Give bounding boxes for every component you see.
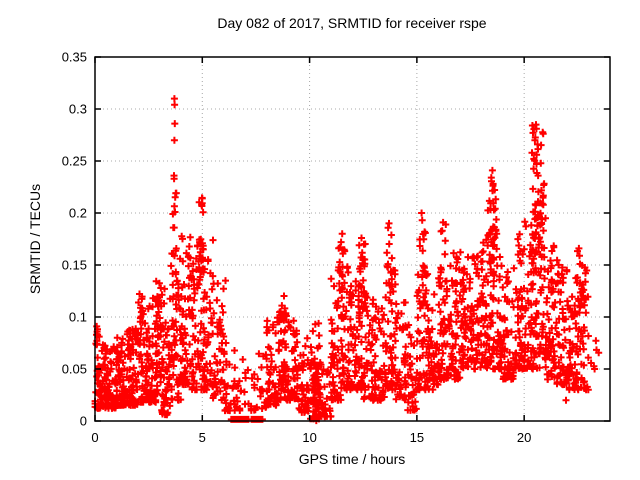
y-tick-label: 0.2 xyxy=(69,206,87,221)
x-tick-label: 5 xyxy=(199,430,206,445)
y-tick-label: 0.15 xyxy=(62,258,87,273)
grid-layer xyxy=(95,57,610,421)
x-tick-label: 10 xyxy=(302,430,316,445)
chart-title: Day 082 of 2017, SRMTID for receiver rsp… xyxy=(217,15,486,31)
axis-layer xyxy=(94,56,611,422)
y-tick-label: 0.3 xyxy=(69,102,87,117)
x-tick-label: 0 xyxy=(91,430,98,445)
y-tick-label: 0 xyxy=(80,414,87,429)
y-tick-label: 0.35 xyxy=(62,50,87,65)
y-tick-label: 0.05 xyxy=(62,362,87,377)
scatter-points xyxy=(91,95,603,425)
y-axis-label: SRMTID / TECUs xyxy=(27,184,43,294)
y-tick-label: 0.1 xyxy=(69,310,87,325)
plot-border xyxy=(94,56,611,422)
x-axis-label: GPS time / hours xyxy=(299,451,406,467)
y-tick-label: 0.25 xyxy=(62,154,87,169)
tick-label-layer: 0 0.05 0.1 0.15 0.2 0.25 0.3 0.35 0 5 10 15 20 xyxy=(62,50,532,446)
x-tick-label: 15 xyxy=(410,430,424,445)
data-point-layer xyxy=(91,95,603,425)
x-tick-label: 20 xyxy=(517,430,531,445)
